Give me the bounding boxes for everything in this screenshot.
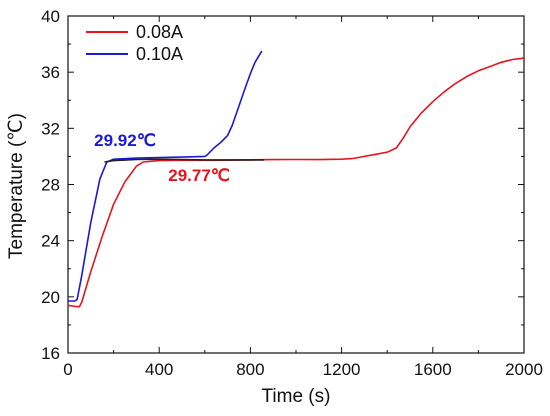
series-line-008a xyxy=(67,57,525,308)
y-tick-label: 40 xyxy=(41,7,60,26)
y-tick-label: 24 xyxy=(41,232,60,251)
y-axis-title: Temperature (℃) xyxy=(6,113,27,259)
y-tick-label: 36 xyxy=(41,63,60,82)
series-line-010a xyxy=(68,50,263,302)
x-tick-label: 1600 xyxy=(414,360,452,379)
annotation-label: 29.92℃ xyxy=(94,131,156,150)
legend-label: 0.10A xyxy=(136,44,183,64)
x-tick-label: 0 xyxy=(63,360,72,379)
y-tick-label: 16 xyxy=(41,344,60,363)
tick-layer: 0 400 800 1200 1600 2000 16 20 24 28 32 36 40 xyxy=(41,7,543,379)
annotation-layer: 29.92℃ 29.77℃ xyxy=(94,131,230,185)
x-tick-label: 800 xyxy=(236,360,264,379)
legend-label: 0.08A xyxy=(136,22,183,42)
y-tick-label: 20 xyxy=(41,288,60,307)
x-tick-label: 400 xyxy=(145,360,173,379)
series-line-2 xyxy=(104,158,265,163)
plot-border xyxy=(67,15,525,354)
series-layer xyxy=(67,50,525,308)
x-tick-label: 2000 xyxy=(505,360,543,379)
annotation-label: 29.77℃ xyxy=(168,166,230,185)
y-tick-label: 28 xyxy=(41,176,60,195)
y-tick-label: 32 xyxy=(41,119,60,138)
x-tick-label: 1200 xyxy=(323,360,361,379)
plot-area xyxy=(67,15,525,354)
x-axis-title: Time (s) xyxy=(262,386,331,407)
